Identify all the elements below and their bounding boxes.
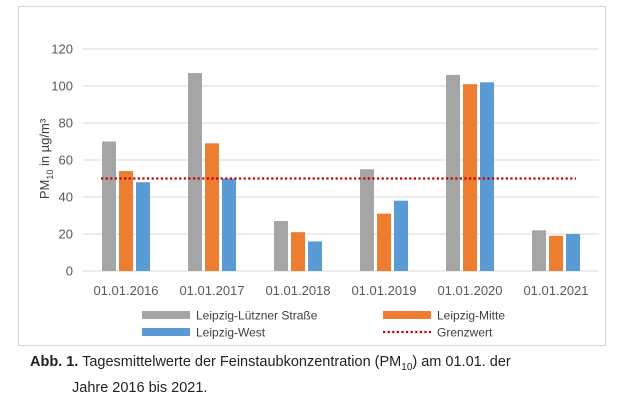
legend-label: Leipzig-West xyxy=(196,326,266,340)
legend: Leipzig-Lützner Straße Leipzig-Mitte Leipz… xyxy=(142,309,505,340)
y-axis-label-sub: 10 xyxy=(45,170,55,180)
legend-label: Leipzig-Lützner Straße xyxy=(196,309,318,323)
y-axis-label: PM10 in µg/m³ xyxy=(37,118,55,199)
bar xyxy=(102,141,116,271)
y-axis-ticks: 0 20 40 60 80 100 120 xyxy=(51,42,73,279)
legend-label: Grenzwert xyxy=(437,326,493,340)
bar xyxy=(360,169,374,271)
bar xyxy=(566,234,580,271)
legend-swatch xyxy=(142,328,190,336)
y-tick-label: 100 xyxy=(51,79,73,94)
x-tick-label: 01.01.2020 xyxy=(437,283,502,298)
caption-text-part1: Tagesmittelwerte der Feinstaubkonzentrat… xyxy=(78,354,402,370)
x-tick-label: 01.01.2021 xyxy=(523,283,588,298)
y-tick-label: 40 xyxy=(59,190,73,205)
x-tick-label: 01.01.2018 xyxy=(265,283,330,298)
gridlines xyxy=(83,48,599,272)
bar xyxy=(222,178,236,271)
x-tick-label: 01.01.2016 xyxy=(93,283,158,298)
bar xyxy=(274,221,288,271)
figure-caption: Abb. 1. Tagesmittelwerte der Feinstaubko… xyxy=(30,352,610,398)
bar xyxy=(205,143,219,271)
legend-swatch xyxy=(383,311,431,319)
x-tick-label: 01.01.2017 xyxy=(179,283,244,298)
y-axis-label-main: PM xyxy=(37,180,52,200)
y-axis-label-unit: in µg/m³ xyxy=(37,118,52,170)
bars xyxy=(102,73,580,272)
y-tick-label: 20 xyxy=(59,227,73,242)
legend-label: Leipzig-Mitte xyxy=(437,309,505,323)
y-tick-label: 120 xyxy=(51,42,73,57)
bar xyxy=(188,73,202,271)
bar xyxy=(549,235,563,271)
y-tick-label: 0 xyxy=(66,264,73,279)
x-axis-ticks: 01.01.2016 01.01.2017 01.01.2018 01.01.2019… xyxy=(93,283,588,298)
bar xyxy=(394,200,408,271)
bar xyxy=(119,171,133,271)
caption-subscript: 10 xyxy=(401,361,413,373)
bar xyxy=(136,182,150,271)
caption-text-part2: ) am 01.01. der xyxy=(412,354,511,370)
legend-swatch xyxy=(142,311,190,319)
y-tick-label: 80 xyxy=(59,116,73,131)
bar xyxy=(532,230,546,271)
bar xyxy=(291,232,305,271)
y-tick-label: 60 xyxy=(59,153,73,168)
x-tick-label: 01.01.2019 xyxy=(351,283,416,298)
bar xyxy=(308,241,322,271)
caption-prefix: Abb. 1. xyxy=(30,354,79,370)
caption-line2: Jahre 2016 bis 2021. xyxy=(72,379,208,396)
bar xyxy=(480,82,494,271)
bar xyxy=(377,213,391,271)
chart-frame: 0 20 40 60 80 100 120 01.01.2016 01.01.2017 01.0… xyxy=(18,6,606,346)
bar xyxy=(446,74,460,272)
